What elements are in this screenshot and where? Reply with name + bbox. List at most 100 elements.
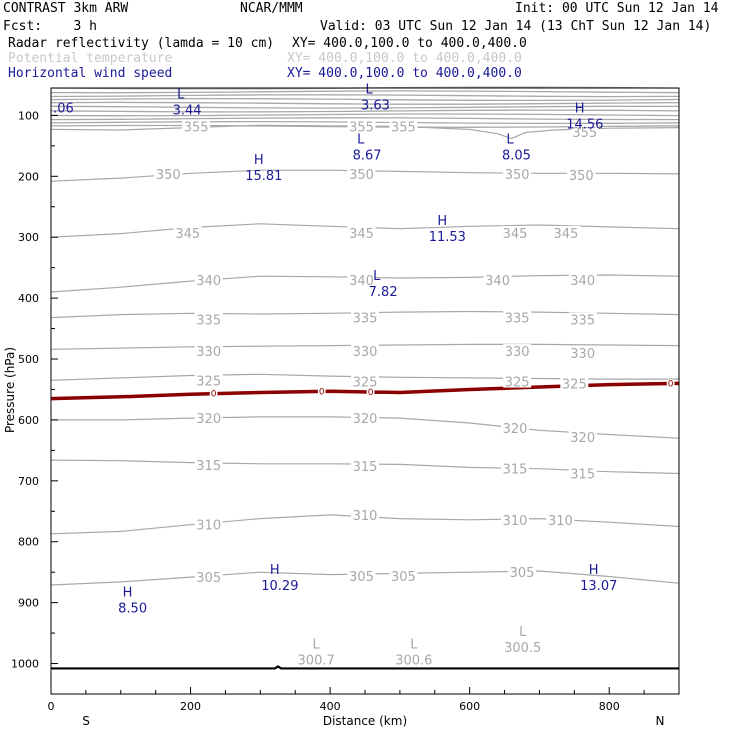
theta-label-knockout — [154, 166, 183, 180]
theta-label: 320 — [570, 431, 595, 446]
theta-label: 325 — [196, 374, 221, 389]
theta-label-knockout — [347, 272, 376, 286]
upper-band-contour — [50, 105, 680, 109]
theta-label-knockout — [551, 225, 580, 239]
theta-label-knockout — [483, 272, 512, 286]
theta-label: 335 — [353, 312, 378, 327]
reflectivity-label: 0 — [319, 387, 325, 397]
theta-label-knockout — [560, 376, 589, 390]
institution-label: NCAR/MMM — [240, 1, 303, 16]
wind-extremum-value: 8.67 — [353, 148, 382, 163]
theta-label: 355 — [349, 120, 374, 135]
theta-label-knockout — [194, 344, 223, 358]
wind-extremum-marker: H — [254, 153, 264, 168]
theta-label: 305 — [349, 570, 374, 585]
wind-extremum-marker: H — [270, 563, 280, 578]
theta-label-knockout — [389, 119, 418, 133]
upper-band-contour — [50, 97, 680, 102]
theta-extremum-marker: L — [313, 637, 321, 652]
model-title: CONTRAST 3km ARW — [3, 1, 128, 16]
y-tick-label: 700 — [18, 475, 39, 488]
theta-label-knockout — [568, 429, 597, 443]
theta-label-knockout — [546, 512, 575, 526]
theta-label: 320 — [503, 422, 528, 437]
theta-label: 315 — [503, 463, 528, 478]
x-tick-label: 400 — [320, 700, 341, 713]
upper-theta-band — [50, 86, 680, 128]
theta-label: 340 — [485, 274, 510, 289]
theta-label: 350 — [156, 168, 181, 183]
valid-time: Valid: 03 UTC Sun 12 Jan 14 (13 ChT Sun … — [320, 19, 711, 34]
wind-extremum-value: 3.44 — [173, 103, 202, 118]
theta-label: 320 — [196, 412, 221, 427]
theta-label-knockout — [568, 312, 597, 326]
y-tick-label: 600 — [18, 414, 39, 427]
theta-label-knockout — [194, 272, 223, 286]
wind-extremum-marker: L — [365, 82, 373, 97]
y-tick-label: 800 — [18, 536, 39, 549]
wind-extremum-value: 8.05 — [502, 148, 531, 163]
theta-label-knockout — [351, 459, 379, 473]
theta-extremum-marker: L — [519, 625, 527, 640]
theta-label-knockout — [351, 374, 379, 388]
legend-reflectivity-name: Radar reflectivity (lamda = 10 cm) — [8, 36, 274, 51]
wind-extremum-value: 8.50 — [118, 602, 147, 617]
upper-band-contour — [50, 109, 680, 113]
wind-extremum-value: 15.81 — [245, 169, 282, 184]
theta-label: 355 — [572, 126, 597, 141]
x-tick-label: 600 — [459, 700, 480, 713]
theta-label-knockout — [503, 166, 532, 180]
theta-label-knockout — [570, 124, 599, 138]
south-label: S — [82, 714, 90, 728]
terrain-surface — [51, 665, 679, 670]
theta-extremum-value: 300.7 — [298, 653, 335, 668]
theta-label: 345 — [554, 227, 579, 242]
theta-label-knockout — [347, 225, 376, 239]
wind-extremum-marker: L — [506, 132, 514, 147]
theta-label: 345 — [503, 227, 528, 242]
theta-label: 340 — [349, 274, 374, 289]
reflectivity-label-knockout — [666, 379, 675, 389]
theta-label: 310 — [548, 514, 573, 529]
theta-label: 330 — [353, 345, 378, 360]
upper-band-contour — [50, 113, 680, 117]
legend-reflectivity-xy: XY= 400.0,100.0 to 400.0,400.0 — [292, 36, 527, 51]
theta-label: 310 — [196, 519, 221, 534]
theta-label-knockout — [351, 507, 379, 521]
theta-label: 335 — [570, 313, 595, 328]
theta-label: 335 — [505, 312, 530, 327]
upper-band-contour — [50, 117, 680, 121]
axes: 100 200 300 400 500 600 700 800 900 1000 0 200 400 60… — [11, 109, 645, 713]
theta-extremum-value: 300.5 — [504, 641, 541, 656]
upper-band-contour — [50, 101, 680, 105]
reflectivity-label-knockout — [317, 386, 326, 396]
theta-label-knockout — [501, 420, 530, 434]
wind-extremum-marker: L — [373, 269, 381, 284]
x-axis-label: Distance (km) — [323, 714, 407, 728]
theta-label-knockout — [508, 565, 536, 579]
theta-label: 320 — [353, 412, 378, 427]
wind-extremum-value: 7.82 — [369, 285, 398, 300]
theta-label-knockout — [347, 119, 376, 133]
theta-extremum-value: 300.6 — [395, 653, 432, 668]
theta-label: 350 — [505, 168, 530, 183]
theta-label: 335 — [196, 313, 221, 328]
legend-theta-xy: XY= 400.0,100.0 to 400.0,400.0 — [287, 51, 522, 66]
wind-extremum-value: 11.53 — [429, 230, 466, 245]
wind-extremum-value: 14.56 — [566, 117, 603, 132]
theta-label: 310 — [353, 509, 378, 524]
wind-extremum-value: 13.07 — [580, 579, 617, 594]
theta-label-knockout — [351, 344, 379, 358]
theta-label-knockout — [567, 168, 596, 182]
theta-label-knockout — [503, 344, 532, 358]
wind-extremum-marker: H — [589, 563, 599, 578]
y-tick-label: 100 — [18, 109, 39, 122]
theta-label: 315 — [196, 459, 221, 474]
reflectivity-label: 0 — [368, 388, 374, 398]
theta-label: 315 — [353, 460, 378, 475]
y-tick-label: 900 — [18, 597, 39, 610]
theta-label: 305 — [391, 570, 416, 585]
theta-label-knockout — [194, 373, 223, 387]
theta-label-knockout — [351, 310, 379, 324]
